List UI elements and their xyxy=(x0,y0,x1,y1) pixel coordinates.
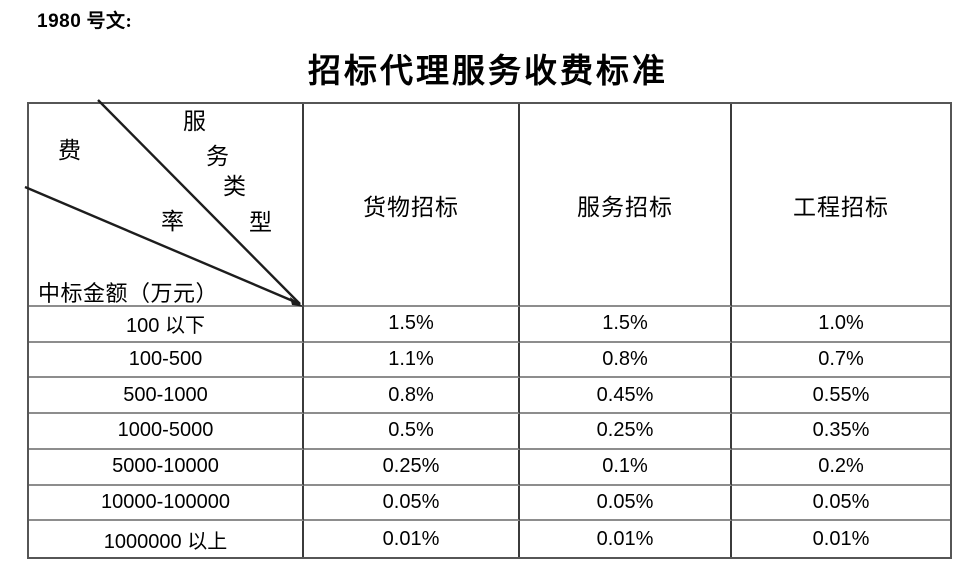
corner-type-char-3: 类 xyxy=(223,174,246,199)
table-cell: 0.45% xyxy=(520,378,732,415)
row-label: 10000-100000 xyxy=(29,485,304,522)
row-label: 5000-10000 xyxy=(29,449,304,486)
table-cell: 1.1% xyxy=(304,342,520,379)
table-cell: 0.01% xyxy=(520,521,732,557)
row-label: 500-1000 xyxy=(29,378,304,415)
table-cell: 0.25% xyxy=(520,414,732,450)
row-axis-label: 中标金额（万元） xyxy=(38,281,219,306)
row-label: 1000000 以上 xyxy=(29,521,304,557)
table-cell: 0.05% xyxy=(732,485,950,522)
table-cell: 0.05% xyxy=(520,485,732,522)
doc-number: 1980 xyxy=(37,11,82,32)
table-cell: 0.01% xyxy=(304,521,520,557)
table-cell: 0.2% xyxy=(732,449,950,486)
corner-type-char-1: 服 xyxy=(183,109,206,134)
fee-table: 服 费 务 类 率 型 中标金额（万元） 货物招标 服务招标 工程招标 100 … xyxy=(27,102,952,559)
table-cell: 0.05% xyxy=(304,485,520,522)
table-cell: 0.35% xyxy=(732,414,950,450)
corner-cell: 服 费 务 类 率 型 中标金额（万元） xyxy=(29,104,304,307)
doc-number-suffix: 号文: xyxy=(86,11,133,32)
table-cell: 0.1% xyxy=(520,449,732,486)
table-cell: 1.5% xyxy=(304,307,520,343)
column-header-goods: 货物招标 xyxy=(304,104,520,307)
table-cell: 0.25% xyxy=(304,449,520,486)
column-header-engineering: 工程招标 xyxy=(732,104,950,307)
table-cell: 0.8% xyxy=(304,378,520,415)
doc-number-label: 1980 号文: xyxy=(37,6,132,33)
table-cell: 0.8% xyxy=(520,342,732,379)
table-cell: 1.0% xyxy=(732,307,950,343)
row-label: 100-500 xyxy=(29,342,304,379)
corner-type-char-2: 务 xyxy=(206,144,229,169)
row-label: 100 以下 xyxy=(29,307,304,343)
table-cell: 0.55% xyxy=(732,378,950,415)
table-cell: 0.5% xyxy=(304,414,520,450)
corner-fee-char-2: 率 xyxy=(161,209,184,234)
column-header-services: 服务招标 xyxy=(520,104,732,307)
table-cell: 0.7% xyxy=(732,342,950,379)
corner-fee-char-1: 费 xyxy=(58,138,81,163)
table-cell: 1.5% xyxy=(520,307,732,343)
corner-type-char-4: 型 xyxy=(249,210,272,235)
row-label: 1000-5000 xyxy=(29,414,304,450)
table-cell: 0.01% xyxy=(732,521,950,557)
page-title: 招标代理服务收费标准 xyxy=(308,54,668,90)
